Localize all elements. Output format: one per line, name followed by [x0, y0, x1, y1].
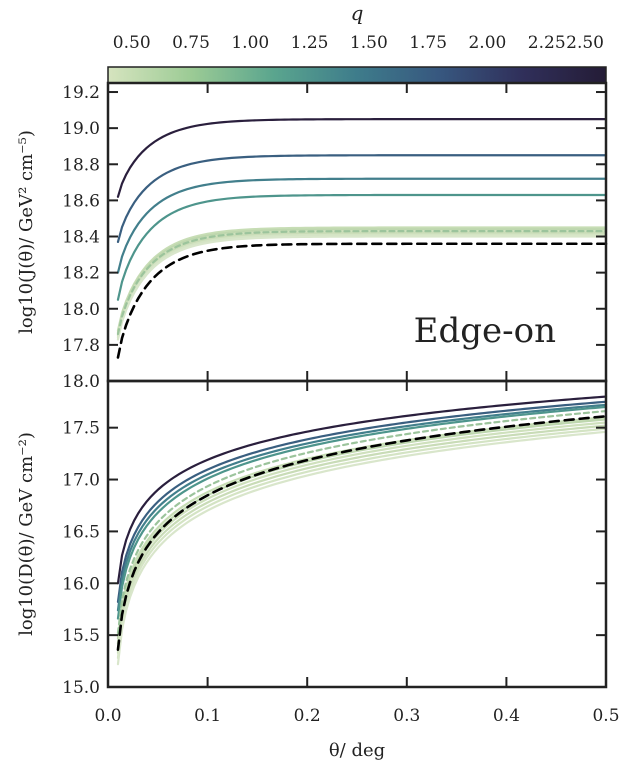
- series-line: [116, 421, 608, 649]
- series-line: [116, 118, 608, 198]
- series-line: [116, 154, 608, 244]
- y-tick-label: 17.0: [62, 471, 100, 491]
- colorbar-tick-label: 1.75: [409, 33, 447, 53]
- y-tick-label: 17.5: [62, 419, 100, 439]
- x-tick-label: 0.2: [294, 706, 321, 726]
- series-line: [116, 242, 608, 359]
- y-axis-label: log10(J(θ)/ GeV² cm⁻⁵): [16, 130, 37, 334]
- colorbar-tick-label: 1.00: [231, 33, 269, 53]
- series-line: [116, 226, 608, 332]
- series-line: [116, 193, 608, 301]
- series-line: [116, 230, 608, 336]
- y-tick-label: 15.0: [62, 678, 100, 698]
- x-tick-label: 0.0: [94, 706, 121, 726]
- y-tick-label: 18.0: [62, 372, 100, 392]
- series-line: [116, 405, 608, 620]
- series-line: [116, 233, 608, 339]
- y-tick-label: 18.8: [62, 155, 100, 175]
- colorbar-tick-label: 2.25: [528, 33, 566, 53]
- series-line: [116, 177, 608, 274]
- series-line: [116, 228, 608, 334]
- y-tick-label: 18.2: [62, 264, 100, 284]
- series-line: [116, 403, 608, 612]
- colorbar-tick-label: 2.00: [468, 33, 506, 53]
- y-axis-label: log10(D(θ)/ GeV cm⁻²): [16, 432, 37, 636]
- colorbar-tick-label: 0.75: [172, 33, 210, 53]
- series-line: [116, 395, 608, 585]
- series-line: [116, 414, 608, 651]
- x-axis-label: θ/ deg: [329, 740, 385, 761]
- colorbar-label: q: [351, 1, 364, 25]
- series-line: [116, 427, 608, 660]
- bottom-panel: 15.0 15.5 16.0 16.5 17.0 17.5 18.0 0.0 0.1 0.2 0.3…: [16, 372, 620, 761]
- y-tick-label: 18.6: [62, 191, 100, 211]
- y-tick-label: 19.0: [62, 119, 100, 139]
- series-line: [116, 235, 608, 341]
- series-line: [116, 400, 608, 604]
- y-tick-label: 15.5: [62, 626, 100, 646]
- x-tick-label: 0.5: [592, 706, 619, 726]
- x-tick-label: 0.3: [393, 706, 420, 726]
- colorbar: [107, 66, 607, 84]
- series-line: [116, 430, 608, 666]
- y-tick-label: 19.2: [62, 83, 100, 103]
- colorbar-tick-label: 1.25: [291, 33, 329, 53]
- x-tick-label: 0.4: [493, 706, 520, 726]
- y-tick-label: 17.8: [62, 336, 100, 356]
- top-panel: 17.8 18.0 18.2 18.4 18.6 18.8 19.0 19.2 log10(J(…: [16, 81, 608, 383]
- y-tick-label: 16.0: [62, 574, 100, 594]
- colorbar-tick-label: 2.50: [566, 33, 604, 53]
- panel-annotation: Edge-on: [414, 311, 556, 351]
- series-line: [116, 424, 608, 654]
- panel-frame: [106, 379, 608, 689]
- series-line: [116, 231, 608, 337]
- colorbar-tick-label: 0.50: [113, 33, 151, 53]
- y-tick-label: 18.4: [62, 228, 100, 248]
- y-tick-label: 16.5: [62, 522, 100, 542]
- y-tick-label: 18.0: [62, 300, 100, 320]
- x-tick-label: 0.1: [194, 706, 221, 726]
- series-line: [116, 409, 608, 635]
- colorbar-tick-label: 1.50: [350, 33, 388, 53]
